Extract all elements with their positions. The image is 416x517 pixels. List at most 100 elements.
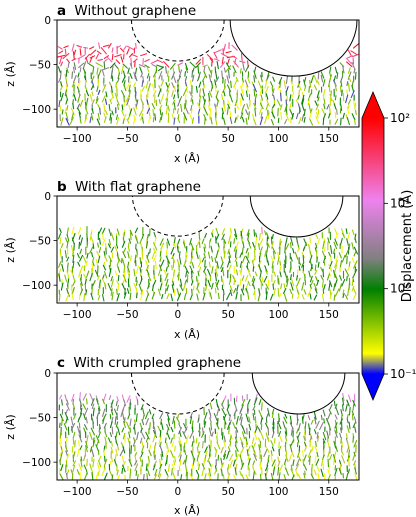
displacement-arrow [341,397,345,406]
x-tick-label: 0 [174,486,181,498]
displacement-arrow [220,256,224,264]
displacement-arrow [111,75,114,82]
displacement-arrow [202,88,206,97]
displacement-arrow [329,404,333,410]
displacement-arrow [177,75,182,83]
displacement-arrow [340,75,344,83]
displacement-arrow [160,79,165,87]
displacement-arrow [70,269,75,277]
displacement-arrow [103,116,107,123]
displacement-arrow [227,103,231,109]
displacement-arrow [158,99,161,105]
displacement-arrow [115,400,118,407]
displacement-arrow [253,102,257,110]
displacement-arrow [204,473,207,480]
displacement-arrow [352,287,357,295]
displacement-arrow [221,403,225,410]
displacement-arrow [60,85,64,91]
displacement-arrow [198,266,202,272]
displacement-arrow [127,67,130,74]
displacement-arrow [203,65,206,73]
displacement-arrow [129,63,133,69]
displacement-arrow [116,293,120,302]
displacement-arrow [158,71,163,80]
displacement-arrow [296,435,300,443]
displacement-arrow [322,449,325,457]
displacement-arrow [316,431,319,439]
displacement-arrow [253,290,256,296]
displacement-arrow [321,279,324,288]
displacement-arrow [308,427,311,436]
displacement-arrow [270,450,273,457]
displacement-arrow [141,116,144,124]
displacement-arrow [283,283,286,289]
displacement-arrow [126,395,131,403]
displacement-arrow [317,80,320,86]
displacement-arrow [190,276,194,283]
displacement-arrow [136,292,138,299]
displacement-arrow [310,279,314,286]
displacement-arrow [252,412,255,421]
displacement-arrow [116,445,120,451]
displacement-arrow [97,255,101,264]
displacement-arrow [252,113,255,120]
displacement-arrow [335,232,339,240]
displacement-arrow [144,411,149,420]
displacement-arrow [128,455,131,462]
displacement-arrow [58,100,61,108]
displacement-arrow [201,467,205,477]
displacement-arrow [226,409,231,417]
displacement-arrow [347,287,350,297]
displacement-arrow [84,278,87,286]
displacement-arrow [89,463,93,471]
displacement-arrow [234,84,237,91]
displacement-arrow [141,79,144,88]
displacement-arrow [114,64,119,69]
displacement-arrow [341,404,344,412]
displacement-arrow [342,293,345,299]
displacement-arrow [229,285,233,292]
displacement-arrow [226,467,229,475]
displacement-arrow [202,292,206,301]
displacement-arrow [214,85,217,93]
displacement-arrow [264,230,267,236]
displacement-arrow [166,432,171,440]
displacement-arrow [132,117,136,125]
displacement-arrow [303,117,306,123]
displacement-arrow [65,436,69,443]
displacement-arrow [338,252,342,259]
displacement-arrow [252,255,256,263]
displacement-arrow [89,94,93,102]
displacement-arrow [247,280,251,287]
displacement-arrow [220,446,224,454]
displacement-arrow [129,232,132,241]
displacement-arrow [239,269,242,276]
displacement-arrow [265,93,269,100]
displacement-arrow [259,277,264,287]
displacement-arrow [95,62,103,67]
displacement-arrow [114,270,118,276]
displacement-arrow [229,94,233,103]
displacement-arrow [116,259,120,267]
displacement-arrow [255,232,258,239]
displacement-arrow [102,44,110,48]
displacement-arrow [309,260,314,270]
displacement-arrow [117,68,120,74]
panel-c-arrows [58,392,358,480]
displacement-arrow [315,440,317,447]
displacement-arrow [72,460,77,467]
displacement-arrow [116,99,120,106]
y-tick-label: 0 [44,368,51,380]
displacement-arrow [66,270,70,279]
displacement-arrow [233,287,237,294]
displacement-arrow [91,286,93,295]
displacement-arrow [92,256,95,262]
displacement-arrow [61,399,63,406]
displacement-arrow [336,72,339,80]
displacement-arrow [121,65,124,75]
displacement-arrow [72,66,76,74]
displacement-arrow [139,278,143,285]
displacement-arrow [82,403,87,410]
displacement-arrow [329,72,332,78]
displacement-arrow [149,422,151,430]
